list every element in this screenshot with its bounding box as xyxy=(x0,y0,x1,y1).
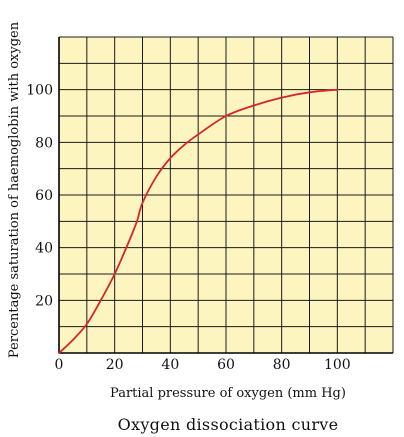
y-tick-label: 80 xyxy=(35,135,53,151)
x-tick-label: 60 xyxy=(217,357,235,373)
y-tick-label: 40 xyxy=(35,241,53,257)
x-tick-label: 20 xyxy=(106,357,124,373)
x-tick-label: 40 xyxy=(161,357,179,373)
y-tick-label: 100 xyxy=(26,83,53,99)
axes xyxy=(58,37,393,354)
y-tick-label: 60 xyxy=(35,188,53,204)
x-tick-label: 0 xyxy=(55,357,64,373)
tick-labels: 0 20 40 60 80 100 20 40 60 80 100 xyxy=(26,83,350,373)
y-axis-title: Percentage saturation of haemoglobin wit… xyxy=(7,21,22,358)
x-axis-title: Partial pressure of oxygen (mm Hg) xyxy=(110,386,346,401)
dissociation-curve xyxy=(58,88,339,354)
y-tick-label: 20 xyxy=(35,293,53,309)
grid-lines xyxy=(59,36,394,353)
x-tick-label: 80 xyxy=(273,357,291,373)
chart-caption: Oxygen dissociation curve xyxy=(118,415,339,434)
series-layer xyxy=(58,88,339,354)
x-tick-label: 100 xyxy=(324,357,351,373)
